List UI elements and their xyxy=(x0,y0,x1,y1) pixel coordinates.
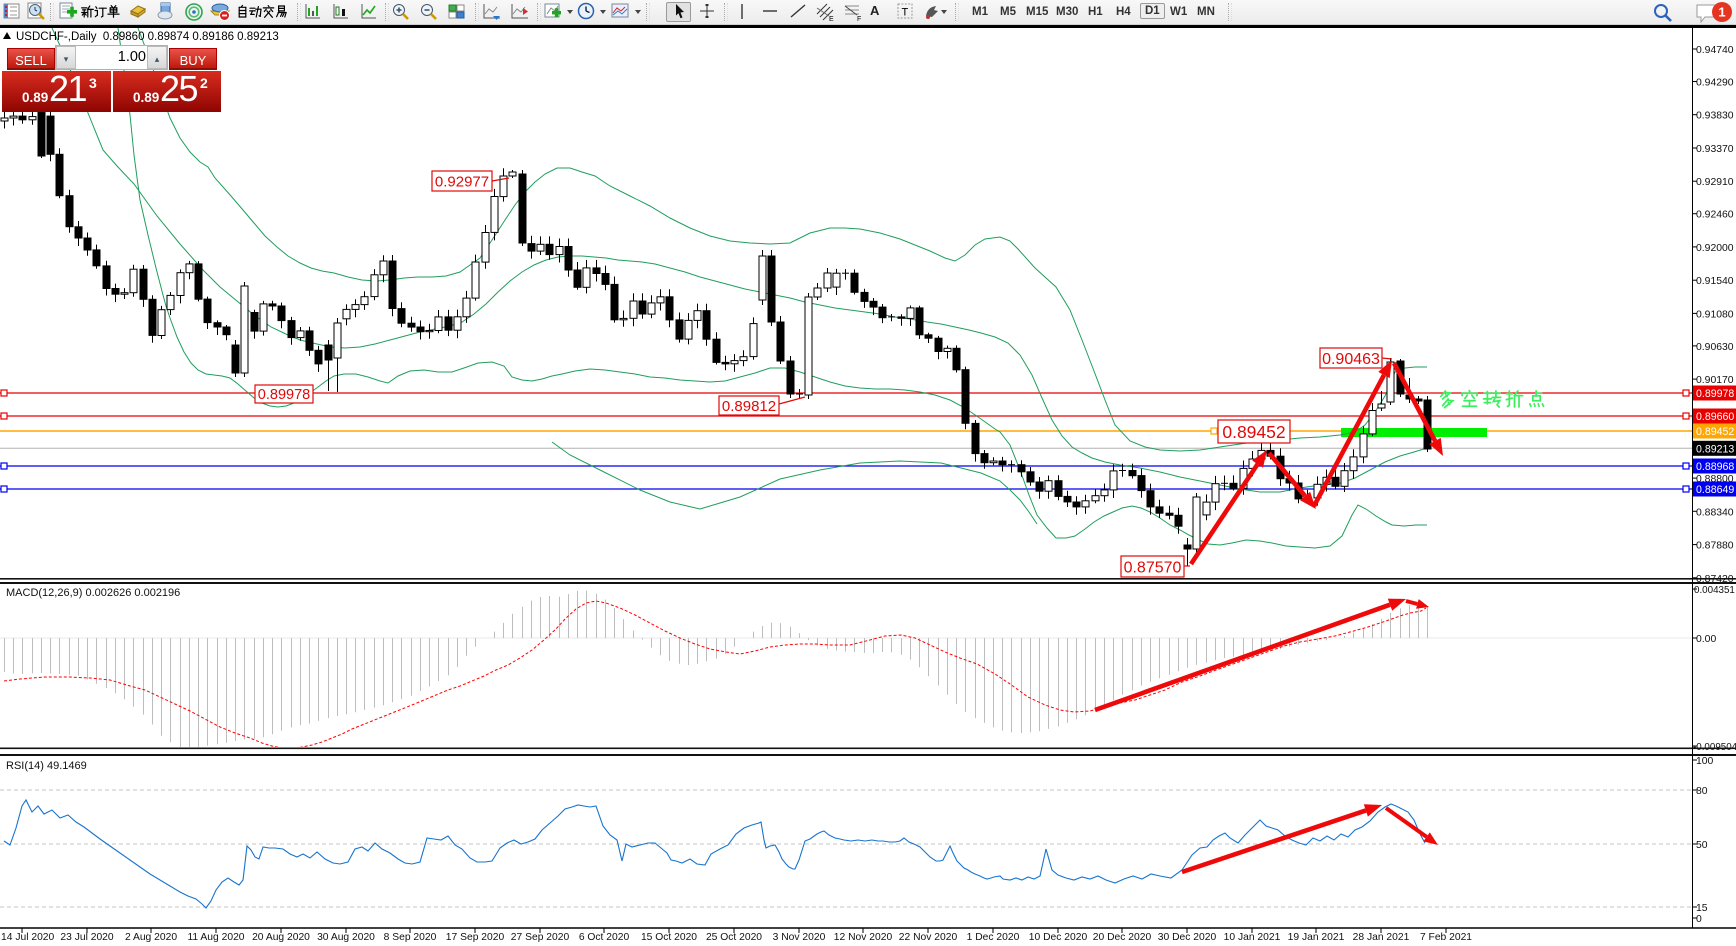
svg-text:F: F xyxy=(857,16,861,23)
svg-text:3 Nov 2020: 3 Nov 2020 xyxy=(773,932,826,943)
svg-text:10 Jan 2021: 10 Jan 2021 xyxy=(1224,932,1281,943)
svg-text:0.004351: 0.004351 xyxy=(1694,585,1735,596)
svg-text:15: 15 xyxy=(1696,903,1708,914)
svg-text:50: 50 xyxy=(1696,840,1708,851)
svg-text:25 Oct 2020: 25 Oct 2020 xyxy=(706,932,762,943)
svg-text:7 Feb 2021: 7 Feb 2021 xyxy=(1420,932,1472,943)
svg-text:0.87420: 0.87420 xyxy=(1696,574,1734,585)
svg-text:0.00: 0.00 xyxy=(1696,634,1716,645)
svg-text:6 Oct 2020: 6 Oct 2020 xyxy=(579,932,630,943)
svg-text:0.89660: 0.89660 xyxy=(1696,411,1734,423)
svg-text:2 Aug 2020: 2 Aug 2020 xyxy=(125,932,177,943)
svg-text:17 Sep 2020: 17 Sep 2020 xyxy=(446,932,505,943)
svg-text:23 Jul 2020: 23 Jul 2020 xyxy=(60,932,114,943)
svg-text:0.91540: 0.91540 xyxy=(1696,276,1734,287)
svg-text:0.88968: 0.88968 xyxy=(1696,461,1734,473)
svg-text:USDCHF-,Daily 0.89860 0.89874: USDCHF-,Daily 0.89860 0.89874 0.89186 0.… xyxy=(16,31,279,43)
svg-text:0.88340: 0.88340 xyxy=(1696,507,1734,518)
svg-text:0.92977: 0.92977 xyxy=(435,173,489,190)
svg-text:30 Dec 2020: 30 Dec 2020 xyxy=(1158,932,1217,943)
svg-text:0.94740: 0.94740 xyxy=(1696,45,1734,56)
svg-text:27 Sep 2020: 27 Sep 2020 xyxy=(511,932,570,943)
svg-text:10 Dec 2020: 10 Dec 2020 xyxy=(1029,932,1088,943)
svg-text:28 Jan 2021: 28 Jan 2021 xyxy=(1353,932,1410,943)
svg-text:T: T xyxy=(902,7,909,19)
svg-text:-0.009504: -0.009504 xyxy=(1693,742,1736,753)
svg-text:0.89812: 0.89812 xyxy=(722,398,776,415)
svg-text:0.89452: 0.89452 xyxy=(1696,426,1734,438)
svg-text:0.90463: 0.90463 xyxy=(1322,351,1380,368)
svg-text:0.92910: 0.92910 xyxy=(1696,177,1734,188)
svg-text:0.92460: 0.92460 xyxy=(1696,210,1734,221)
svg-text:0.89978: 0.89978 xyxy=(258,387,310,403)
svg-text:0.87570: 0.87570 xyxy=(1124,559,1182,576)
svg-text:8 Sep 2020: 8 Sep 2020 xyxy=(384,932,437,943)
svg-text:0.93370: 0.93370 xyxy=(1696,144,1734,155)
svg-text:E: E xyxy=(829,16,834,23)
svg-text:30 Aug 2020: 30 Aug 2020 xyxy=(317,932,375,943)
svg-text:20 Aug 2020: 20 Aug 2020 xyxy=(252,932,310,943)
svg-text:15 Oct 2020: 15 Oct 2020 xyxy=(641,932,697,943)
svg-text:1 Dec 2020: 1 Dec 2020 xyxy=(967,932,1020,943)
svg-text:RSI(14) 49.1469: RSI(14) 49.1469 xyxy=(6,760,87,772)
svg-text:11 Aug 2020: 11 Aug 2020 xyxy=(187,932,244,943)
svg-text:19 Jan 2021: 19 Jan 2021 xyxy=(1288,932,1345,943)
svg-text:22 Nov 2020: 22 Nov 2020 xyxy=(899,932,958,943)
svg-text:0.88800: 0.88800 xyxy=(1696,474,1734,485)
svg-text:MACD(12,26,9) 0.002626 0.00219: MACD(12,26,9) 0.002626 0.002196 xyxy=(6,587,180,599)
svg-text:0.91080: 0.91080 xyxy=(1696,309,1734,320)
svg-text:0.93830: 0.93830 xyxy=(1696,111,1734,122)
svg-text:0.89213: 0.89213 xyxy=(1696,443,1734,455)
svg-text:0.89452: 0.89452 xyxy=(1222,422,1285,442)
svg-text:1: 1 xyxy=(1718,5,1725,20)
svg-text:0.87880: 0.87880 xyxy=(1696,541,1734,552)
svg-text:20 Dec 2020: 20 Dec 2020 xyxy=(1093,932,1152,943)
svg-text:0.90630: 0.90630 xyxy=(1696,342,1734,353)
svg-text:0.94290: 0.94290 xyxy=(1696,78,1734,89)
svg-text:0.88649: 0.88649 xyxy=(1696,484,1734,496)
svg-text:0: 0 xyxy=(1696,914,1702,925)
svg-text:0.92000: 0.92000 xyxy=(1696,243,1734,254)
svg-text:14 Jul 2020: 14 Jul 2020 xyxy=(1,932,55,943)
svg-text:0.89978: 0.89978 xyxy=(1696,388,1734,400)
svg-text:0.90170: 0.90170 xyxy=(1696,375,1734,386)
svg-text:80: 80 xyxy=(1696,786,1708,797)
svg-text:100: 100 xyxy=(1696,756,1714,767)
svg-text:12 Nov 2020: 12 Nov 2020 xyxy=(834,932,893,943)
